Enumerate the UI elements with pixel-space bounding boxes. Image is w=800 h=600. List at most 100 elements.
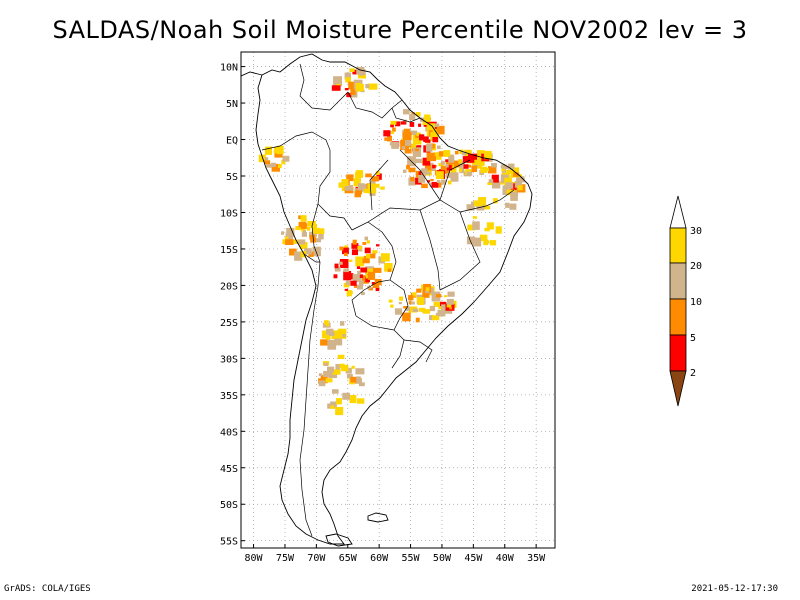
- shade-cell: [355, 368, 365, 375]
- tick-label-lat: 40S: [220, 427, 238, 438]
- shade-cell: [335, 364, 341, 370]
- shade-cell: [327, 339, 337, 350]
- shade-cell: [333, 274, 338, 279]
- border-paraguay-brazil: [389, 279, 409, 331]
- shade-cell: [510, 175, 514, 178]
- shade-cell: [454, 160, 460, 168]
- shade-cell: [361, 275, 367, 281]
- shade-cell: [370, 253, 376, 259]
- tick-label-lon: 70W: [307, 553, 326, 564]
- tick-label-lat: 25S: [220, 318, 238, 329]
- shade-cell: [480, 162, 485, 166]
- shade-cell: [493, 198, 498, 204]
- shade-cell: [294, 251, 303, 261]
- shade-cell: [418, 123, 422, 127]
- shade-cell: [510, 191, 518, 201]
- shade-cell: [484, 205, 491, 210]
- longitude-ticks: 80W 75W 70W 65W 60W 55W 50W 45W 40W 35W: [245, 544, 546, 564]
- shade-cell: [416, 145, 422, 149]
- tick-label-lat: EQ: [226, 136, 238, 147]
- shade-cell: [276, 145, 284, 155]
- shade-cell: [281, 159, 286, 165]
- shade-cell: [408, 301, 412, 305]
- colorbar: [669, 195, 687, 407]
- shade-cell: [352, 69, 358, 75]
- footer-credit: GrADS: COLA/IGES: [4, 584, 91, 594]
- shade-cell: [301, 227, 306, 232]
- shade-cell: [437, 145, 441, 149]
- shade-cell: [472, 159, 478, 165]
- shade-cell: [332, 389, 339, 394]
- shade-cell: [335, 266, 341, 272]
- shade-cell: [328, 331, 335, 337]
- shade-cell: [346, 290, 352, 297]
- border-argentina-paraguay: [355, 315, 395, 331]
- shade-cell: [506, 169, 513, 174]
- shade-cell: [316, 228, 325, 235]
- colorbar-box-10-20: [669, 262, 687, 300]
- shade-cell: [409, 143, 416, 149]
- shade-cell: [432, 315, 440, 321]
- shade-cell: [445, 163, 449, 168]
- shade-cell: [426, 152, 435, 162]
- shade-cell: [349, 395, 357, 404]
- shade-cell: [412, 308, 419, 312]
- shade-cell: [492, 181, 501, 189]
- shade-cell: [331, 85, 341, 91]
- shade-cell: [422, 157, 431, 166]
- shade-cell: [438, 306, 443, 310]
- shade-cell: [440, 301, 447, 307]
- shade-cell: [409, 114, 416, 120]
- shade-cell: [364, 236, 368, 241]
- tick-label-lon: 65W: [339, 553, 358, 564]
- shade-cell: [312, 246, 321, 257]
- shade-cell: [409, 122, 415, 127]
- tick-label-lon: 55W: [402, 553, 421, 564]
- shade-cell: [335, 406, 344, 416]
- shade-cell: [412, 292, 417, 297]
- shade-cell: [463, 164, 469, 169]
- shade-cell: [357, 398, 365, 404]
- shade-cell: [472, 221, 480, 230]
- shade-cell: [273, 149, 279, 154]
- shade-cell: [472, 216, 477, 219]
- latitude-ticks: 10N 5N EQ 5S 10S 15S 20S 25S 30S 35S 40S 45S 50S 55S: [220, 63, 245, 548]
- gridlines: [241, 52, 555, 548]
- shade-cell: [318, 380, 326, 387]
- shade-cell: [360, 267, 368, 273]
- shade-cell: [336, 398, 342, 405]
- shade-cell: [344, 288, 349, 291]
- shade-cell: [345, 280, 351, 285]
- shade-cell: [274, 151, 283, 158]
- shade-cell: [264, 157, 269, 161]
- shade-cell: [320, 339, 328, 346]
- shade-cell: [438, 151, 444, 157]
- shade-cell: [357, 270, 361, 275]
- shade-cell: [400, 121, 406, 125]
- shade-cell: [422, 289, 430, 298]
- border-peru-chile: [303, 253, 320, 263]
- shade-cell: [274, 146, 278, 151]
- shade-cell: [509, 203, 517, 210]
- shade-cell: [511, 171, 515, 176]
- shade-cell: [323, 362, 328, 366]
- shade-cell: [281, 231, 284, 235]
- tick-label-lon: 45W: [464, 553, 483, 564]
- shade-cell: [399, 296, 404, 301]
- border-argentina-chile: [299, 261, 321, 537]
- shade-cell: [306, 226, 311, 231]
- shade-cell: [437, 309, 446, 317]
- shade-cell: [282, 155, 290, 162]
- shade-cell: [392, 127, 396, 132]
- shade-cell: [344, 184, 354, 191]
- shade-cell: [307, 221, 316, 227]
- shade-cell: [375, 170, 380, 175]
- shade-cell: [350, 376, 357, 383]
- shade-cell: [412, 147, 422, 157]
- shade-cell: [346, 373, 353, 379]
- border-colombia-peru: [261, 131, 331, 151]
- shade-cell: [355, 256, 365, 267]
- south-america-coastline: [255, 53, 533, 545]
- shade-cell: [503, 185, 508, 190]
